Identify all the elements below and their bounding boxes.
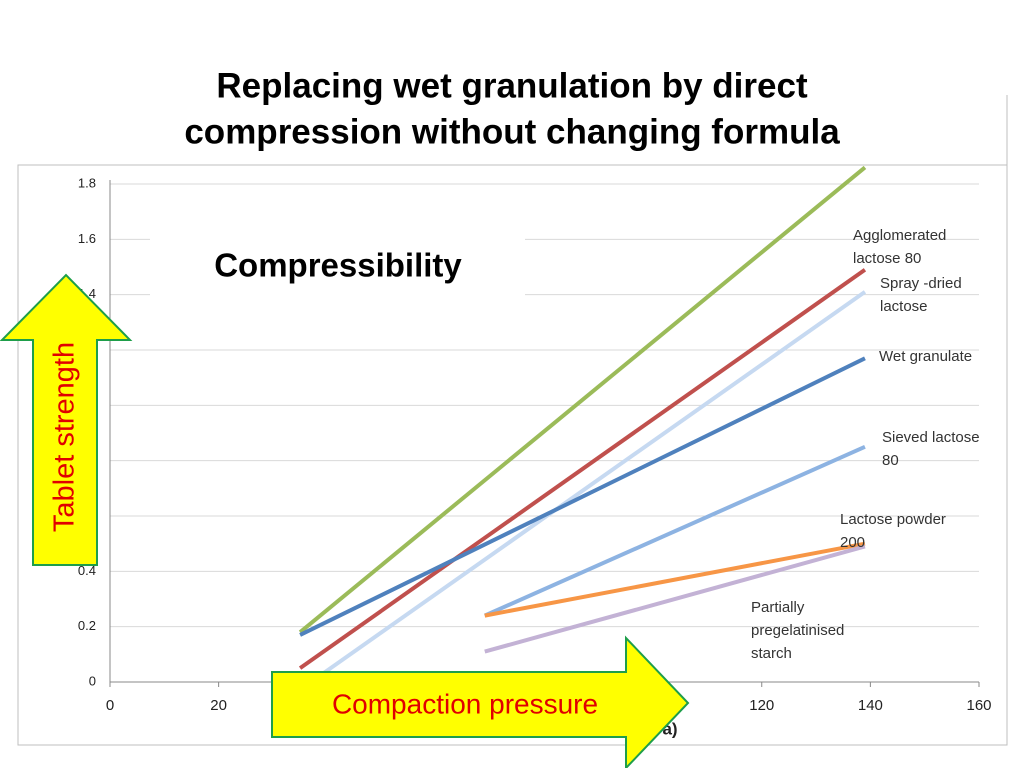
x-tick-label: 160 (966, 697, 991, 714)
y-tick-label: 0.4 (78, 563, 96, 578)
y-arrow-label: Tablet strength (49, 342, 81, 532)
y-arrow (0, 273, 133, 566)
series-label: Wet granulate (879, 348, 973, 365)
title-line: compression without changing formula (184, 112, 840, 151)
series-label: Agglomerated lactose 80 (853, 227, 947, 267)
x-tick-label: 20 (210, 697, 227, 714)
y-tick-label: 0.2 (78, 618, 96, 633)
x-arrow (271, 635, 690, 768)
x-arrow-label: Compaction pressure (332, 688, 598, 719)
series-line (484, 544, 866, 654)
series-line (483, 445, 866, 618)
series-line (298, 268, 867, 670)
series-label: Partially pregelatinised starch (751, 599, 845, 662)
y-tick-label: 0 (89, 673, 96, 688)
title-line: Replacing wet granulation by direct (216, 66, 808, 105)
series-label: Spray -dried lactose (880, 275, 962, 315)
overlay-label: Compressibility (214, 247, 462, 284)
y-tick-label: 1.6 (78, 231, 96, 246)
x-tick-label: 0 (106, 697, 114, 714)
series-label: Sieved lactose 80 (882, 429, 980, 469)
x-tick-label: 120 (749, 697, 774, 714)
chart-frame (17, 164, 1008, 746)
series-label: Lactose powder 200 (840, 511, 946, 551)
series-line (309, 290, 867, 684)
series-line (484, 541, 866, 618)
x-tick-label: 140 (858, 697, 883, 714)
y-tick-label: 1.8 (78, 175, 96, 190)
series-line (299, 356, 866, 637)
overlay-box (150, 238, 525, 298)
series-line (298, 165, 867, 634)
